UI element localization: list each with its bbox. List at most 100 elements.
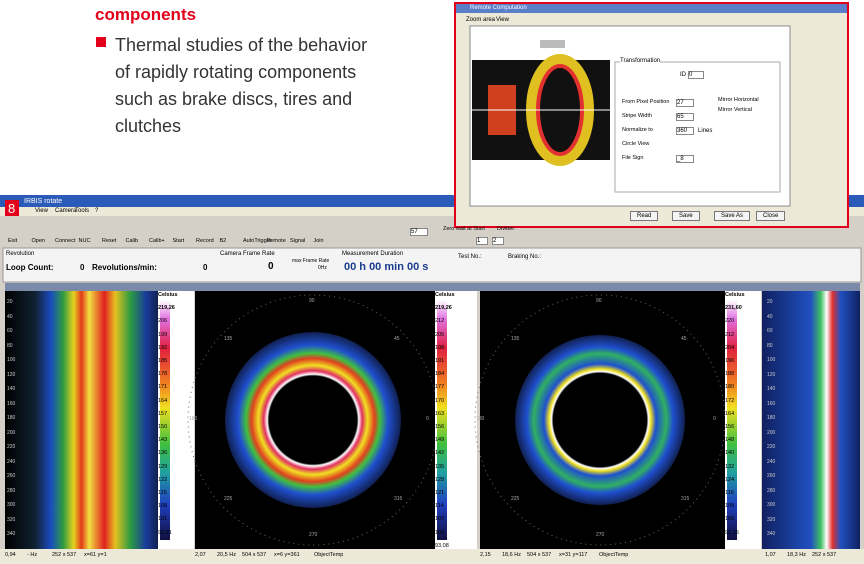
scale-label: 188: [725, 371, 735, 378]
polar-label: 225: [511, 496, 520, 502]
scale-label: 164: [158, 397, 168, 404]
y-tick-label: 200: [767, 429, 776, 436]
scale-label: 199: [158, 331, 168, 338]
status-field: 252 x 537: [812, 552, 837, 558]
y-tick-label: 160: [7, 400, 16, 407]
toolbar-button[interactable]: Reset: [102, 238, 117, 244]
y-tick-label: 340: [7, 531, 16, 537]
value: 00 h 00 min 00 s: [344, 261, 429, 273]
value: 0Hz: [318, 265, 327, 271]
polar-label: 270: [309, 532, 318, 538]
toolbar-button[interactable]: B2: [219, 238, 227, 244]
polar-label: 90: [596, 298, 602, 304]
toolbar-button[interactable]: Exit: [8, 238, 18, 244]
toolbar-button[interactable]: Open: [31, 238, 45, 244]
scale-label: 206: [158, 318, 168, 325]
input: 1: [476, 237, 488, 245]
scale-label: 191: [435, 358, 445, 364]
polar-label: 315: [394, 496, 403, 502]
label: Test No.:: [458, 254, 482, 260]
scale-label: 149: [435, 437, 445, 444]
status-field: 20,5 Hz: [217, 552, 236, 558]
polar-label: 135: [511, 336, 520, 342]
menu[interactable]: ?: [95, 208, 99, 214]
scale-label: 100: [725, 516, 735, 523]
polar-label: 90: [309, 298, 315, 304]
y-tick-label: 160: [767, 400, 776, 407]
toolbar-button[interactable]: Connect: [55, 238, 76, 244]
scale-label: 178: [158, 371, 168, 378]
label: ID: [680, 72, 686, 78]
tab[interactable]: Zoom area: [466, 17, 496, 23]
value: 0: [268, 261, 274, 272]
toolbar-button[interactable]: AutoTrigger: [243, 238, 272, 244]
polar-label: 315: [681, 496, 690, 502]
scale-label: 108: [725, 503, 735, 510]
toolbar-button[interactable]: Calib+: [149, 238, 165, 244]
y-tick-label: 300: [7, 502, 16, 508]
scale-label: 231,60: [725, 305, 742, 312]
tab[interactable]: View: [496, 17, 509, 23]
toolbar-button[interactable]: Join: [313, 238, 324, 244]
scale-label: Celsius: [158, 292, 178, 298]
scale-label: 163: [435, 410, 445, 417]
label: Camera Frame Rate: [220, 251, 275, 257]
button[interactable]: Save As: [714, 211, 751, 221]
menu[interactable]: View: [35, 208, 48, 214]
status-field: 1,07: [765, 552, 776, 558]
input: 65: [676, 113, 694, 121]
y-tick-label: 20: [767, 299, 773, 305]
toolbar-button[interactable]: NUC: [78, 238, 91, 244]
scale-label: 92,26: [725, 529, 739, 536]
scale-label: 157: [158, 410, 168, 417]
scale-label: 135: [435, 463, 445, 470]
input: _8: [676, 155, 694, 163]
y-tick-label: 120: [7, 371, 16, 378]
toolbar-button[interactable]: Record: [196, 238, 214, 244]
scale-label: 100: [435, 529, 445, 536]
status-field: x=6 y=361: [274, 552, 300, 558]
menu[interactable]: Camera: [55, 208, 77, 214]
y-tick-label: 260: [7, 473, 16, 479]
toolbar-button[interactable]: Start: [172, 238, 185, 244]
scale-label: 148: [725, 437, 735, 444]
toolbar-button[interactable]: Calib: [125, 238, 139, 244]
polar-label: 180: [189, 416, 198, 422]
button[interactable]: Save: [672, 211, 700, 221]
scale-label: 212: [725, 331, 735, 338]
y-tick-label: 200: [7, 429, 16, 436]
field-label: Circle View: [622, 141, 650, 147]
scale-label: 219,26: [435, 305, 452, 312]
scale-label: 101: [158, 516, 168, 523]
polar-label: 0: [713, 416, 716, 422]
button[interactable]: Read: [630, 211, 659, 221]
toolbar-button[interactable]: Signal: [290, 238, 306, 244]
polar-label: 0: [426, 416, 429, 422]
dialog-title: Remote Computation: [470, 5, 527, 11]
field-label: Stripe Width: [622, 113, 652, 119]
scale-label: 142: [435, 450, 445, 457]
y-tick-label: 320: [767, 516, 776, 523]
scale-label: 108: [158, 503, 168, 510]
input: 27: [676, 99, 694, 107]
bullet-text: such as brake discs, tires and: [115, 89, 353, 109]
polar-label: 270: [596, 532, 605, 538]
toolbar-button[interactable]: Remote: [266, 238, 286, 244]
label: max Frame Rate: [292, 258, 330, 264]
menu[interactable]: Tools: [75, 208, 90, 214]
checkbox: Mirror Vertical: [718, 107, 752, 113]
scale-label: 156: [435, 424, 445, 430]
button[interactable]: Close: [756, 211, 786, 221]
y-tick-label: 140: [7, 386, 16, 392]
scale-label: 140: [725, 450, 735, 457]
label: Revolutions/min:: [92, 263, 157, 272]
label: Measurement Duration: [342, 251, 404, 257]
scale-label: 171: [158, 384, 168, 391]
label: Revolution: [6, 251, 35, 257]
scale-label: 143: [158, 437, 168, 444]
status-field: ObjectTemp: [599, 552, 629, 558]
unit: Lines: [698, 128, 713, 134]
scale-label: 180: [725, 384, 735, 391]
